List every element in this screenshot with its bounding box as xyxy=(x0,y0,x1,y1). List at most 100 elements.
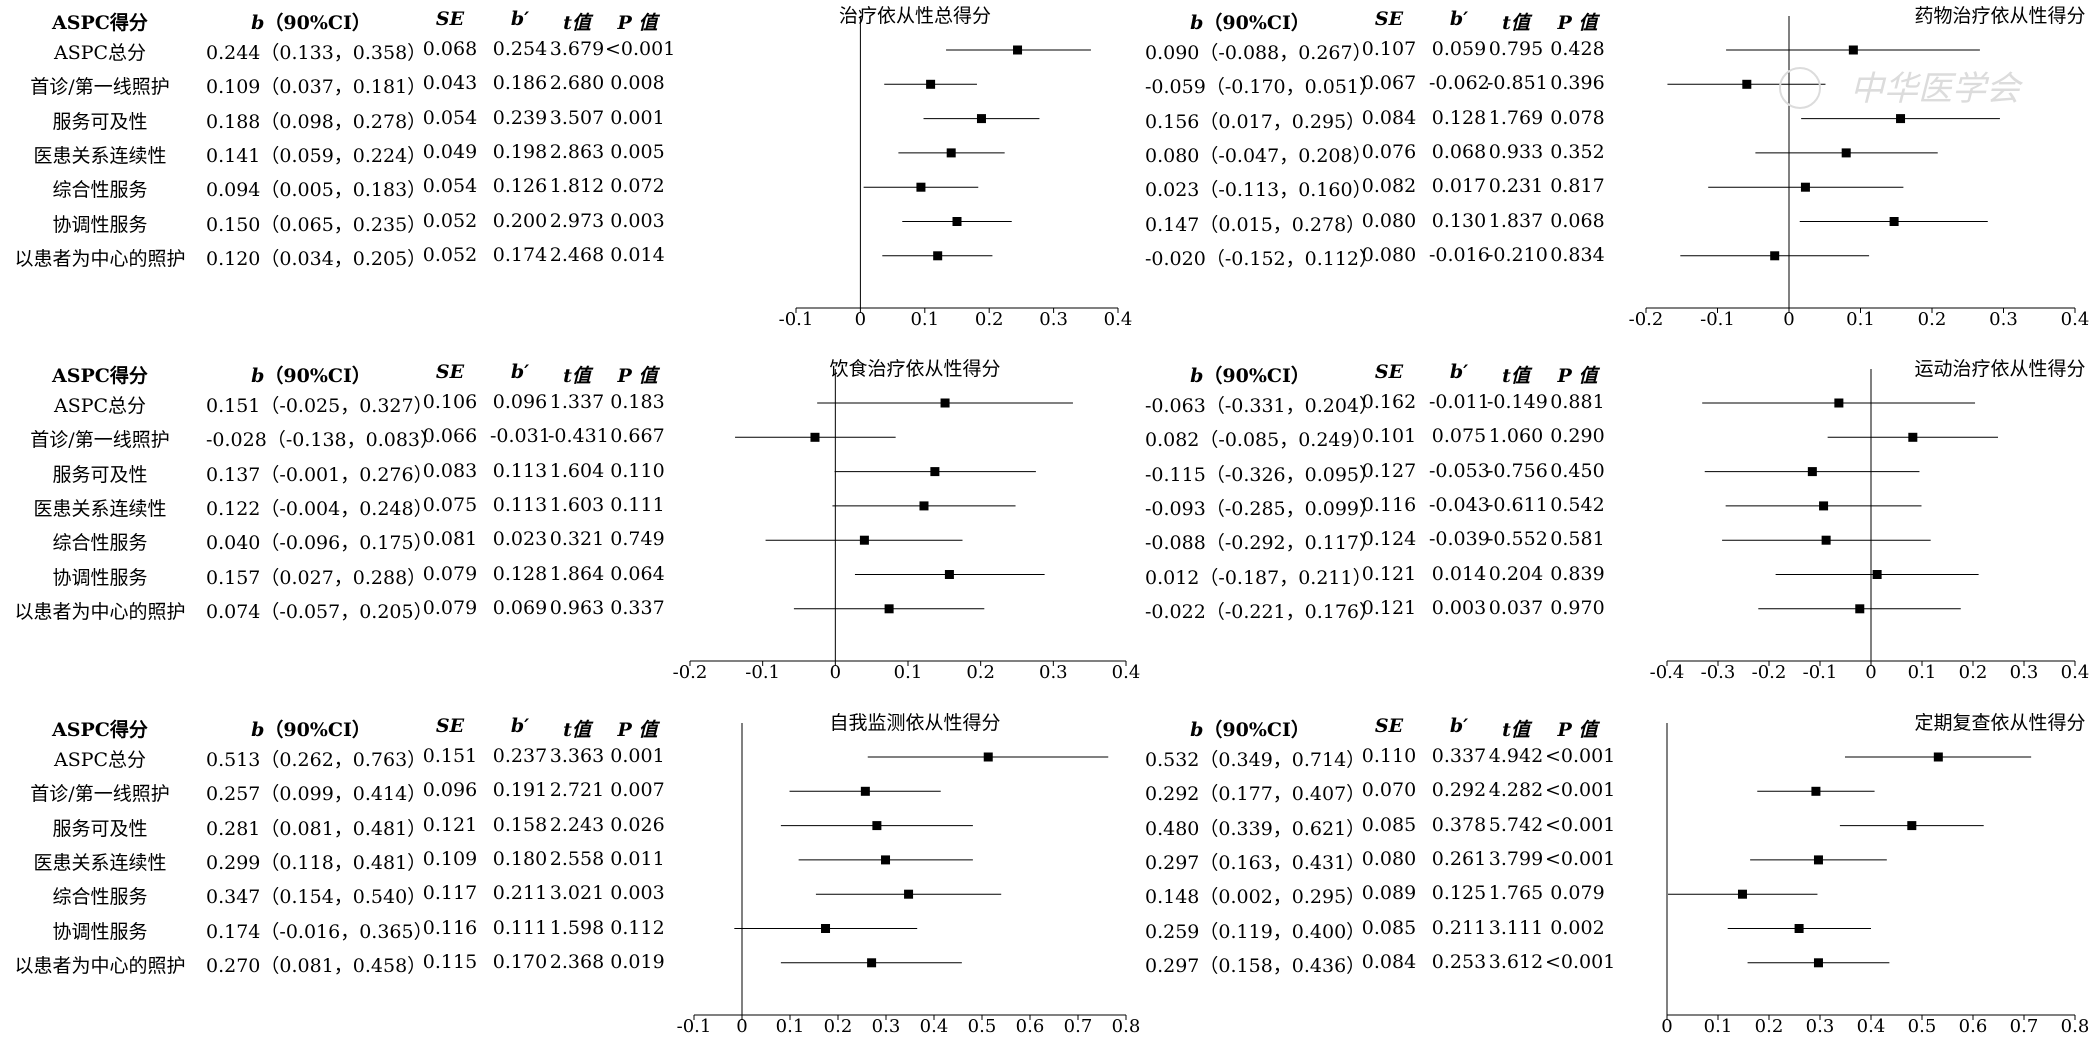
header-b-ci: b（90%CI） xyxy=(1145,8,1355,35)
t-cell: 4.942 xyxy=(1488,745,1544,767)
header-group-label: ASPC得分 xyxy=(52,365,148,387)
x-tick-label: 0.2 xyxy=(1918,309,1947,330)
se-cell: 0.080 xyxy=(1361,847,1417,870)
forest-plot: -0.1 0 0.1 0.2 0.3 0.4 治疗依从性总得分 xyxy=(779,5,1133,330)
x-tick-label: 0.8 xyxy=(2061,1016,2090,1037)
p-cell: <0.001 xyxy=(1545,950,1616,973)
row-label: ASPC总分 xyxy=(53,749,147,771)
header-b-symbol: b xyxy=(251,12,265,34)
header-t: t值 xyxy=(1502,719,1530,741)
x-tick-label: 0.1 xyxy=(910,309,939,330)
se-cell: 0.067 xyxy=(1361,72,1417,95)
x-tick-label: 0.2 xyxy=(824,1016,853,1037)
p-cell: 0.026 xyxy=(610,813,665,836)
x-tick-label: 0 xyxy=(1783,309,1794,330)
x-tick-label: 0.6 xyxy=(1016,1016,1045,1037)
x-tick-label: -0.1 xyxy=(745,662,780,683)
b-std-cell: 0.128 xyxy=(1431,106,1487,129)
b-std-cell: 0.096 xyxy=(492,391,548,413)
se-cell: 0.083 xyxy=(422,459,478,482)
row-label: 协调性服务 xyxy=(52,566,148,589)
header-p: P 值 xyxy=(617,719,658,741)
point-estimate xyxy=(1821,535,1831,545)
se-cell: 0.117 xyxy=(422,882,478,905)
se-cell: 0.124 xyxy=(1361,528,1417,551)
se-cell: 0.075 xyxy=(422,493,478,516)
header-p: P 值 xyxy=(1557,12,1598,34)
x-tick-label: 0.4 xyxy=(2061,309,2090,330)
b-std-cell: 0.239 xyxy=(492,106,548,129)
b-ci-cell: 0.532（0.349，0.714） xyxy=(1145,749,1366,771)
b-ci-cell: -0.059（-0.170，0.051） xyxy=(1145,76,1379,99)
t-cell: 3.021 xyxy=(549,882,605,905)
point-estimate xyxy=(952,217,962,226)
x-tick-label: 0 xyxy=(1865,662,1876,683)
row-label: 服务可及性 xyxy=(52,463,148,486)
x-tick-label: 0.4 xyxy=(1112,662,1140,683)
point-estimate xyxy=(904,889,914,899)
b-ci-cell: -0.063（-0.331，0.204） xyxy=(1145,395,1379,417)
header-b-ci: b（90%CI） xyxy=(206,715,416,742)
p-cell: 0.337 xyxy=(610,596,665,619)
x-tick-label: 0.1 xyxy=(1704,1016,1733,1037)
point-estimate xyxy=(1813,958,1823,968)
b-ci-cell: 0.023（-0.113，0.160） xyxy=(1145,179,1372,202)
x-tick-label: 0.4 xyxy=(1857,1016,1886,1037)
se-cell: 0.107 xyxy=(1361,38,1417,60)
b-ci-cell: 0.244（0.133，0.358） xyxy=(206,42,427,64)
watermark-seal-icon xyxy=(1779,67,1821,109)
row-label: 服务可及性 xyxy=(52,817,148,840)
se-cell: 0.106 xyxy=(422,391,478,413)
p-cell: 0.008 xyxy=(610,72,665,95)
chart-title: 定期复查依从性得分 xyxy=(1914,712,2085,734)
point-estimate xyxy=(1800,182,1810,192)
t-cell: -0.149 xyxy=(1487,391,1548,413)
chart-title: 饮食治疗依从性得分 xyxy=(829,358,1000,380)
point-estimate xyxy=(860,786,870,796)
row-label: 以患者为中心的照护 xyxy=(14,247,186,270)
b-ci-cell: 0.147（0.015，0.278） xyxy=(1145,213,1366,236)
p-cell: 0.110 xyxy=(610,459,665,482)
b-ci-cell: 0.257（0.099，0.414） xyxy=(206,783,427,806)
row-label: ASPC总分 xyxy=(53,395,147,417)
p-cell: 0.001 xyxy=(610,745,665,767)
se-cell: 0.121 xyxy=(1361,562,1417,585)
row-label: 综合性服务 xyxy=(52,179,148,202)
se-cell: 0.162 xyxy=(1361,391,1417,413)
p-cell: 0.428 xyxy=(1550,38,1605,60)
se-cell: 0.085 xyxy=(1361,916,1417,939)
b-std-cell: 0.211 xyxy=(492,882,548,905)
se-cell: 0.116 xyxy=(1361,493,1417,516)
header-ci-label: （90%CI） xyxy=(1203,365,1310,387)
b-std-cell: 0.068 xyxy=(1431,140,1487,163)
p-cell: 0.068 xyxy=(1550,209,1605,232)
x-tick-label: -0.3 xyxy=(1701,662,1736,683)
t-cell: 1.837 xyxy=(1488,209,1544,232)
point-estimate xyxy=(821,924,831,933)
point-estimate xyxy=(926,79,936,89)
b-std-cell: 0.158 xyxy=(492,813,548,836)
x-tick-label: 0.4 xyxy=(920,1016,949,1037)
b-ci-cell: 0.082（-0.085，0.249） xyxy=(1145,429,1372,452)
point-estimate xyxy=(1841,148,1851,158)
x-tick-label: 0 xyxy=(736,1016,747,1037)
b-std-cell: 0.111 xyxy=(492,916,548,939)
row-label: 综合性服务 xyxy=(52,886,148,909)
b-std-cell: -0.043 xyxy=(1429,493,1490,516)
se-cell: 0.080 xyxy=(1361,243,1417,266)
p-cell: 0.970 xyxy=(1550,596,1605,619)
b-ci-cell: 0.157（0.027，0.288） xyxy=(206,566,427,589)
t-cell: 5.742 xyxy=(1488,813,1544,836)
row-label: 医患关系连续性 xyxy=(33,851,167,874)
header-t: t值 xyxy=(1502,12,1530,34)
point-estimate xyxy=(1855,604,1865,614)
p-cell: <0.001 xyxy=(1545,847,1616,870)
se-cell: 0.085 xyxy=(1361,813,1417,836)
header-b-ci: b（90%CI） xyxy=(206,361,416,388)
p-cell: 0.014 xyxy=(610,243,665,266)
p-cell: 0.290 xyxy=(1550,425,1605,448)
point-estimate xyxy=(1813,855,1823,865)
t-cell: 1.598 xyxy=(549,916,605,939)
p-cell: 0.011 xyxy=(610,847,665,870)
b-std-cell: 0.180 xyxy=(492,847,548,870)
